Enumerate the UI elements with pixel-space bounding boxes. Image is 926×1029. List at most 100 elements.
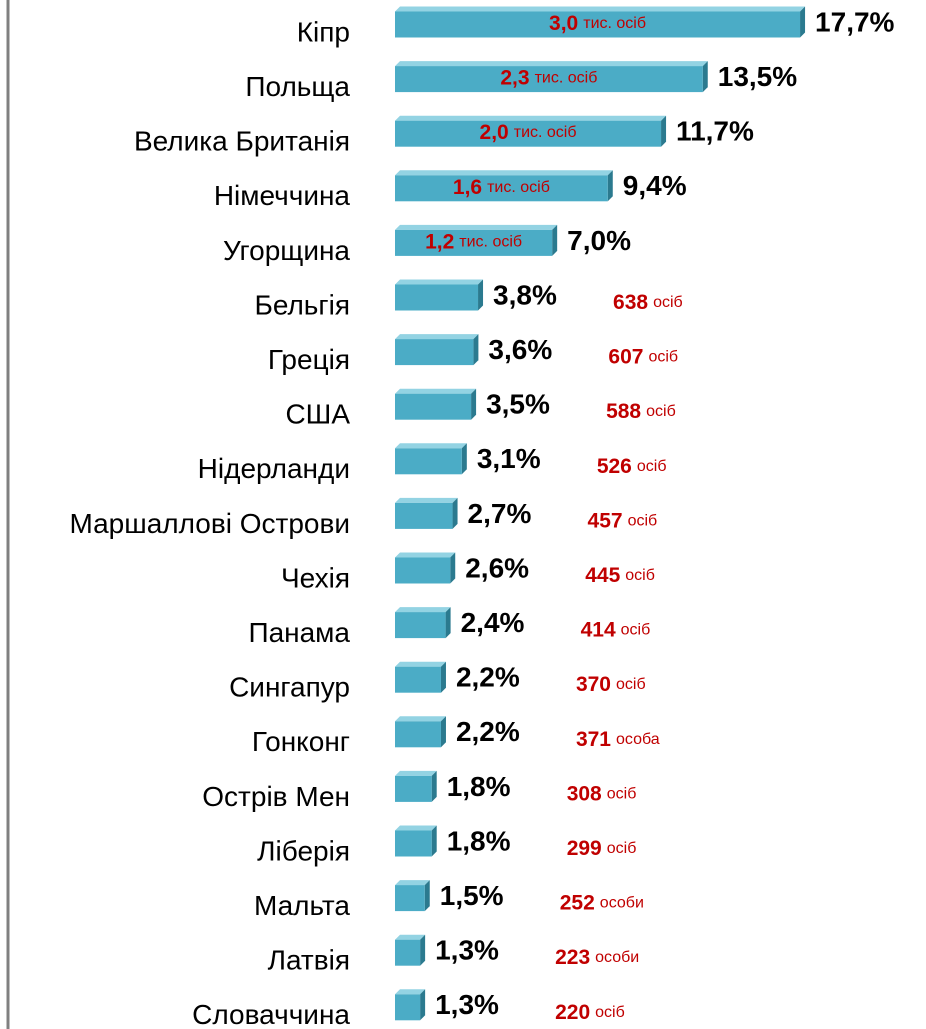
count-unit: особа (616, 731, 660, 748)
bar-top (395, 115, 667, 121)
count-unit: осіб (653, 294, 683, 311)
bar (395, 229, 553, 256)
count-unit: тис. осіб (583, 15, 646, 32)
category-label: США (285, 399, 350, 430)
bar (395, 284, 479, 311)
category-label: Польща (245, 71, 350, 102)
bar-side (431, 825, 437, 857)
bar (395, 393, 472, 420)
count-number: 223 (555, 946, 590, 969)
bar-top (395, 388, 477, 394)
bar-top (395, 170, 613, 176)
count-number: 252 (560, 891, 595, 914)
count-number: 2,0 (480, 121, 509, 144)
count-number: 457 (588, 509, 623, 532)
count-number: 638 (613, 291, 648, 314)
count-unit: тис. осіб (459, 234, 522, 251)
count-annotation: 607 осіб (608, 345, 678, 368)
bar-side (800, 6, 806, 38)
category-label: Чехія (281, 562, 350, 593)
bar-side (420, 989, 426, 1021)
bar-side (461, 443, 467, 475)
value-label: 7,0% (567, 225, 631, 256)
category-label: Бельгія (254, 289, 350, 320)
count-number: 371 (576, 727, 611, 750)
value-label: 1,3% (435, 935, 499, 966)
bar-top (395, 770, 437, 776)
count-unit: осіб (607, 840, 637, 857)
bar (395, 11, 801, 38)
category-label: Острів Мен (202, 781, 350, 812)
category-label: Велика Британія (134, 126, 350, 157)
bar-top (395, 552, 456, 558)
count-annotation: 299 осіб (567, 837, 637, 860)
count-unit: осіб (595, 1004, 625, 1021)
category-label: Греція (268, 344, 350, 375)
category-label: Ліберія (257, 835, 350, 866)
bar (395, 885, 425, 912)
count-unit: осіб (621, 622, 651, 639)
category-label: Латвія (268, 945, 350, 976)
bar-side (452, 497, 458, 529)
bar-top (395, 607, 451, 613)
bar-side (445, 607, 451, 639)
bar (395, 502, 453, 529)
count-unit: тис. осіб (514, 124, 577, 141)
bar (395, 994, 421, 1021)
value-label: 11,7% (676, 116, 754, 147)
value-label: 13,5% (718, 61, 797, 92)
bar (395, 557, 451, 584)
count-unit: особи (595, 949, 639, 966)
count-annotation: 526 осіб (597, 454, 667, 477)
value-label: 2,2% (456, 716, 520, 747)
count-annotation: 445 осіб (585, 564, 655, 587)
count-number: 370 (576, 673, 611, 696)
count-number: 588 (606, 400, 641, 423)
category-label: Маршаллові Острови (69, 508, 350, 539)
count-annotation: 2,3 тис. осіб (500, 66, 597, 89)
bar-top (395, 661, 446, 667)
bar-side (471, 388, 477, 420)
value-label: 1,3% (435, 989, 499, 1020)
category-label: Панама (248, 617, 350, 648)
bar-top (395, 334, 479, 340)
bar (395, 120, 662, 147)
bar-top (395, 6, 806, 12)
bar-top (395, 989, 426, 995)
count-number: 607 (608, 345, 643, 368)
bar-side (424, 880, 430, 912)
count-annotation: 638 осіб (613, 291, 683, 314)
bar-top (395, 279, 484, 285)
count-unit: особи (600, 895, 644, 912)
bar-top (395, 224, 558, 230)
bar-side (552, 224, 558, 256)
count-annotation: 2,0 тис. осіб (480, 121, 577, 144)
bar-side (661, 115, 667, 147)
count-number: 1,2 (425, 230, 454, 253)
value-label: 1,5% (440, 880, 504, 911)
bar-top (395, 880, 430, 886)
count-annotation: 414 осіб (581, 618, 651, 641)
count-annotation: 457 осіб (588, 509, 658, 532)
count-number: 445 (585, 564, 620, 587)
bar-side (478, 279, 484, 311)
count-annotation: 223 особи (555, 946, 639, 969)
bar-side (473, 334, 479, 366)
count-number: 2,3 (500, 66, 529, 89)
value-label: 1,8% (447, 825, 511, 856)
count-number: 220 (555, 1000, 590, 1023)
count-annotation: 371 особа (576, 727, 660, 750)
bar (395, 939, 421, 966)
bar-side (440, 661, 446, 693)
count-unit: осіб (637, 458, 667, 475)
category-label: Мальта (254, 890, 350, 921)
bar-top (395, 497, 458, 503)
category-label: Нідерланди (198, 453, 350, 484)
value-label: 2,2% (456, 662, 520, 693)
category-label: Угорщина (223, 235, 350, 266)
value-label: 9,4% (623, 170, 687, 201)
bar (395, 775, 432, 802)
value-label: 3,5% (486, 389, 550, 420)
category-label: Словаччина (192, 999, 350, 1029)
value-label: 3,8% (493, 279, 557, 310)
